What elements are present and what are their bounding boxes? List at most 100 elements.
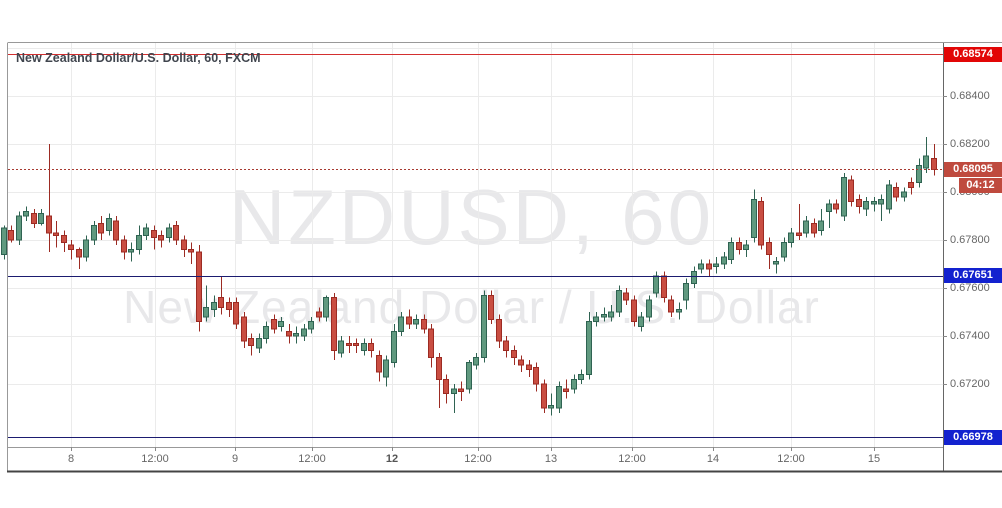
candle	[466, 360, 472, 394]
chart-title: New Zealand Dollar/U.S. Dollar, 60, FXCM	[16, 51, 261, 65]
candle	[623, 288, 629, 305]
candle	[818, 208, 824, 236]
candle	[76, 247, 82, 269]
time-axis-label: 12:00	[298, 453, 326, 465]
candle	[391, 324, 397, 368]
candle	[128, 242, 134, 262]
candle	[698, 259, 704, 274]
bar-countdown-badge: 04:12	[959, 177, 1002, 193]
price-axis-label: 0.68400	[950, 90, 990, 103]
candle	[98, 216, 104, 241]
time-axis[interactable]: 8 12:00 9 12:00 12 12:00 13 12:00 14 12:00 15	[8, 447, 943, 471]
candle	[481, 290, 487, 363]
candle	[713, 256, 719, 274]
candle	[323, 295, 329, 322]
candle	[608, 304, 614, 322]
time-axis-label: 15	[867, 453, 881, 465]
candle	[248, 333, 254, 356]
candle	[676, 302, 682, 320]
price-axis-label: 0.67200	[950, 378, 990, 391]
candle	[548, 393, 554, 416]
support-line-1-badge[interactable]: 0.67651	[944, 268, 1002, 284]
candle	[203, 285, 209, 322]
candle	[803, 216, 809, 238]
candle	[113, 216, 119, 245]
candle	[541, 379, 547, 413]
candle	[728, 237, 734, 265]
candle	[226, 297, 232, 317]
candle	[301, 324, 307, 341]
candle	[353, 338, 359, 353]
price-axis[interactable]: 0.684000.682000.680000.678000.676000.674…	[943, 43, 1002, 471]
candle	[563, 379, 569, 399]
candle	[871, 196, 877, 212]
candle	[211, 295, 217, 317]
candle	[173, 220, 179, 245]
candle	[421, 314, 427, 334]
candle	[23, 206, 29, 221]
candle	[668, 295, 674, 317]
current-price-line-badge[interactable]: 0.68095	[944, 161, 1002, 177]
candle	[586, 312, 592, 380]
candle	[143, 223, 149, 241]
candle	[196, 244, 202, 332]
candle	[16, 211, 22, 245]
candle	[346, 336, 352, 353]
candle	[593, 312, 599, 327]
candle	[151, 225, 157, 250]
price-axis-label: 0.67400	[950, 330, 990, 343]
candle	[886, 180, 892, 214]
candle	[616, 285, 622, 317]
candle	[931, 144, 937, 176]
candle	[796, 204, 802, 241]
candle	[661, 271, 667, 303]
candle	[53, 220, 59, 248]
candle	[458, 381, 464, 401]
candle	[773, 256, 779, 274]
candle	[833, 199, 839, 214]
candle	[188, 242, 194, 265]
candle	[46, 144, 52, 253]
candle	[91, 220, 97, 245]
candle	[721, 252, 727, 269]
candle	[691, 266, 697, 289]
candle	[893, 182, 899, 202]
candle	[368, 338, 374, 358]
candle	[653, 271, 659, 298]
time-axis-label: 12	[385, 453, 399, 465]
price-axis-label: 0.67600	[950, 282, 990, 295]
candle	[413, 314, 419, 329]
resistance-line-badge[interactable]: 0.68574	[944, 46, 1002, 62]
candle	[443, 374, 449, 404]
candle	[308, 316, 314, 334]
candle	[451, 384, 457, 413]
candle	[233, 297, 239, 329]
candle	[878, 194, 884, 221]
candle	[488, 290, 494, 325]
candle	[61, 230, 67, 253]
candle	[158, 230, 164, 248]
candle	[683, 278, 689, 310]
candle	[631, 295, 637, 327]
candle	[578, 369, 584, 385]
candle	[788, 228, 794, 248]
time-axis-label: 8	[67, 453, 75, 465]
candle	[398, 312, 404, 337]
candle	[923, 136, 929, 173]
candle	[278, 316, 284, 332]
candle	[83, 235, 89, 262]
candle	[331, 292, 337, 361]
time-axis-label: 14	[706, 453, 720, 465]
candle	[361, 338, 367, 356]
time-axis-label: 12:00	[777, 453, 805, 465]
support-line-2-badge[interactable]: 0.66978	[944, 429, 1002, 445]
candle	[766, 237, 772, 269]
candle	[781, 237, 787, 262]
candle	[136, 225, 142, 255]
candle	[751, 189, 757, 243]
candle	[556, 381, 562, 413]
candle	[8, 225, 14, 243]
candle	[263, 321, 269, 344]
candle	[286, 324, 292, 344]
